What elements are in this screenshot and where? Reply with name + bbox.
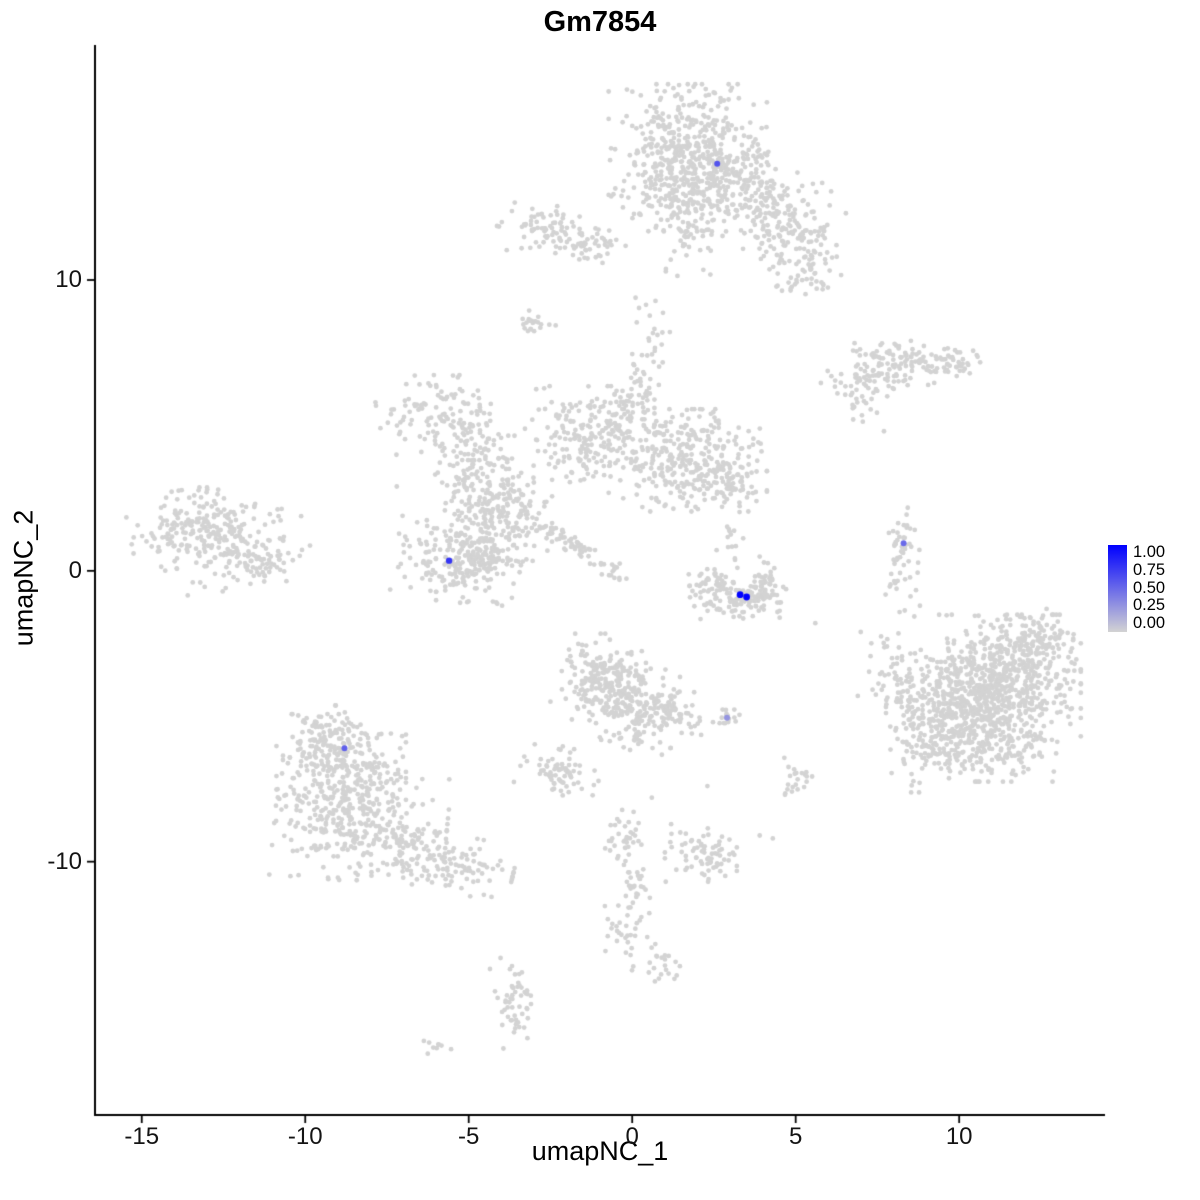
legend-labels: 1.00 0.75 0.50 0.25 0.00 xyxy=(1133,543,1166,633)
x-axis-title: umapNC_1 xyxy=(531,1136,669,1166)
expression-legend: 1.00 0.75 0.50 0.25 0.00 xyxy=(1108,543,1166,633)
y-axis-title: umapNC_2 xyxy=(8,509,39,647)
legend-label: 0.75 xyxy=(1133,560,1166,579)
legend-label: 0.25 xyxy=(1133,596,1166,615)
legend-label: 1.00 xyxy=(1133,543,1166,561)
legend-label: 0.00 xyxy=(1133,614,1166,633)
legend-gradient-bar xyxy=(1108,545,1127,632)
legend-label: 0.50 xyxy=(1133,578,1166,597)
plot-title: Gm7854 xyxy=(543,6,657,38)
